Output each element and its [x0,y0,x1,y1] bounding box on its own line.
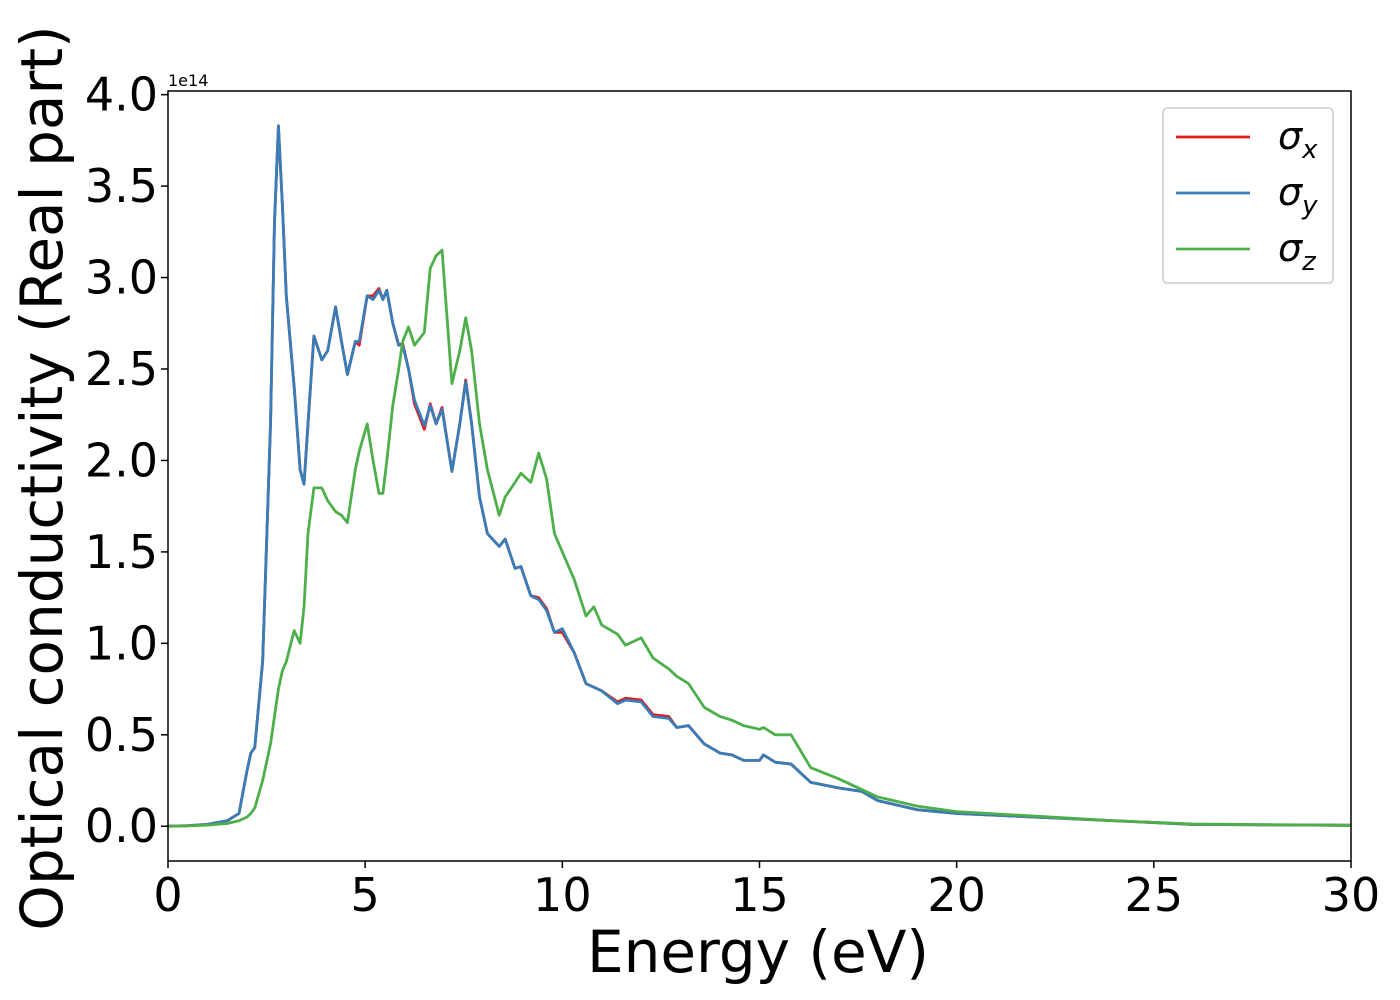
x-tick-label: 5 [351,868,380,922]
y-tick-label: 4.0 [85,68,158,122]
y-tick-label: 1.0 [85,616,158,670]
legend-label: σx [1278,114,1318,165]
y-tick-label: 3.5 [85,159,158,213]
line-series [168,248,1351,828]
y-axis-label: Optical conductivity (Real part) [8,25,76,930]
x-tick-label: 30 [1322,868,1381,922]
x-tick-label: 15 [730,868,789,922]
offset-text: 1e14 [168,71,208,90]
y-tick-label: 0.0 [85,799,158,853]
y-tick-label: 3.0 [85,251,158,305]
y-tick-label: 0.5 [85,708,158,762]
y-tick-label: 1.5 [85,525,158,579]
x-tick-label: 10 [533,868,592,922]
legend-label: σz [1278,226,1317,277]
x-tick-label: 25 [1125,868,1184,922]
legend-label: σy [1278,170,1318,221]
x-tick-label: 20 [927,868,986,922]
legend-box [1162,107,1334,284]
y-tick-label: 2.0 [85,433,158,487]
x-tick-label: 0 [153,868,182,922]
plot-frame [167,90,1352,862]
x-axis-label: Energy (eV) [587,918,929,986]
y-tick-label: 2.5 [85,342,158,396]
plot-area [168,124,1351,828]
line-series [168,124,1351,828]
